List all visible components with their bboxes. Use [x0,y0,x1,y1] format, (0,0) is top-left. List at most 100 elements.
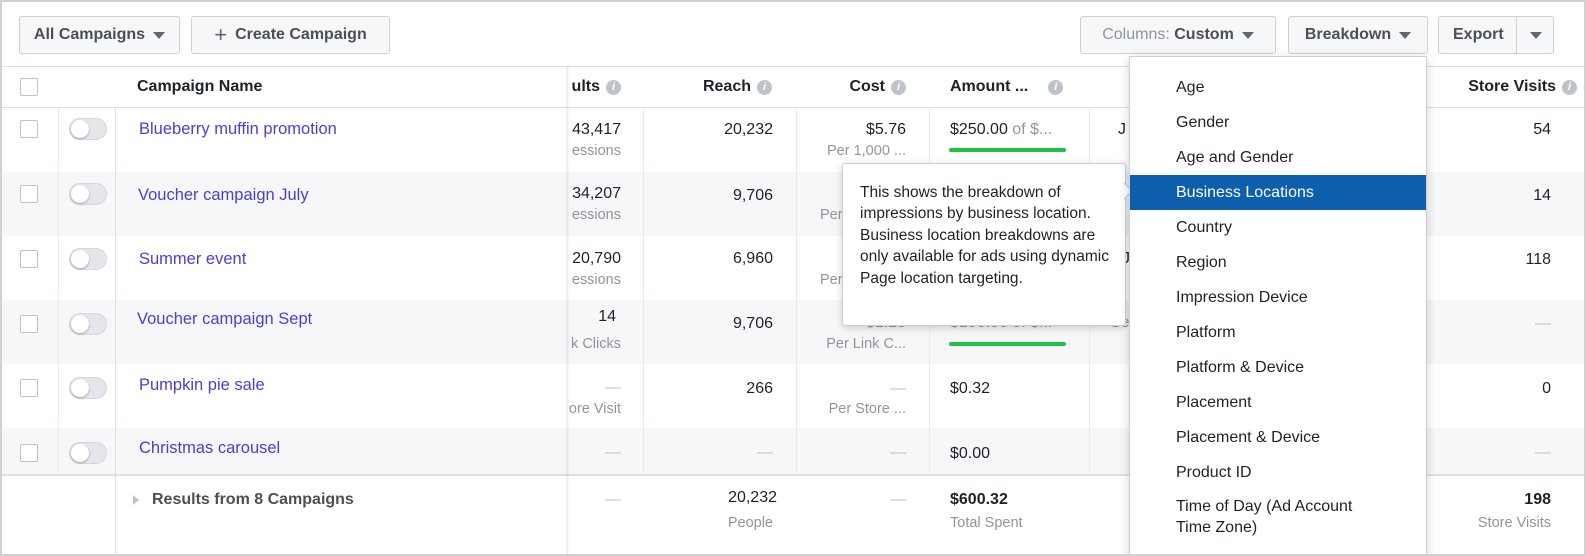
campaign-toggle[interactable] [69,377,107,399]
campaign-name-link[interactable]: Voucher campaign July [138,186,309,204]
toolbar: All Campaigns + Create Campaign Columns:… [2,2,1584,66]
info-icon[interactable]: i [606,79,621,95]
cell-reach: 20,232 [724,121,773,138]
campaign-toggle[interactable] [69,313,107,335]
menu-item-impression-device[interactable]: Impression Device [1176,288,1308,306]
row-checkbox[interactable] [20,185,38,203]
breakdown-label: Breakdown [1304,26,1392,43]
header-reach[interactable]: Reach i [652,67,772,107]
menu-item-age-and-gender[interactable]: Age and Gender [1176,148,1294,166]
info-icon[interactable]: i [757,79,772,95]
cell-cost-sub: Per [820,272,843,288]
cell-store-visits: — [1535,444,1551,461]
menu-item-placement[interactable]: Placement [1176,393,1252,411]
menu-item-age[interactable]: Age [1176,78,1205,96]
row-checkbox[interactable] [20,250,38,268]
cell-amount: $250.00 of $... [950,121,1053,138]
breakdown-dropdown[interactable]: Breakdown [1288,16,1428,54]
chevron-down-icon [153,31,166,39]
footer-cost: — [890,491,906,508]
cell-results-sub: k Clicks [571,336,621,352]
cell-results: 20,790 [572,250,621,267]
row-checkbox[interactable] [20,379,38,397]
cell-results-sub: essions [571,143,621,159]
campaign-name-link[interactable]: Pumpkin pie sale [139,376,265,394]
footer-store-visits-sub: Store Visits [1477,515,1551,531]
footer-results: — [605,491,621,508]
row-checkbox[interactable] [20,315,38,333]
menu-item-time-of-day[interactable]: Time of Day (Ad Account Time Zone) [1176,498,1353,536]
export-split-divider [1516,17,1517,53]
menu-item-country[interactable]: Country [1176,218,1233,236]
budget-progress-bar [949,342,1066,346]
campaign-toggle[interactable] [69,183,107,205]
cell-cost-sub: Per 1,000 ... [827,143,906,159]
campaign-toggle[interactable] [69,248,107,270]
breakdown-menu: None Age Gender Age and Gender Business … [1129,56,1427,554]
cell-cost: — [890,444,906,461]
chevron-right-icon[interactable] [133,495,139,505]
header-results[interactable]: ults i [568,67,621,107]
header-store-visits[interactable]: Store Visits i [1432,67,1577,107]
campaign-name-link[interactable]: Blueberry muffin promotion [139,120,337,138]
columns-value: Custom [1174,26,1234,43]
tooltip-arrow-inner [1123,183,1131,199]
row-checkbox[interactable] [20,444,38,462]
menu-item-placement-and-device[interactable]: Placement & Device [1176,428,1321,446]
menu-item-region[interactable]: Region [1176,253,1227,271]
cell-results-sub: essions [571,207,621,223]
chevron-down-icon[interactable] [1530,32,1542,39]
row-checkbox[interactable] [20,120,38,138]
menu-item-platform-and-device[interactable]: Platform & Device [1176,358,1305,376]
columns-dropdown[interactable]: Columns: Custom [1080,16,1276,54]
campaign-name-link[interactable]: Voucher campaign Sept [137,310,313,328]
info-icon[interactable]: i [891,79,906,95]
export-button[interactable]: Export [1438,16,1554,54]
footer-store-visits: 198 [1524,491,1551,508]
cell-extra: J [1122,250,1130,267]
header-cost[interactable]: Cost i [802,67,906,107]
budget-progress-bar [949,148,1066,152]
campaign-name-link[interactable]: Summer event [139,250,247,268]
cell-cost: $5.76 [865,121,906,138]
cell-store-visits: 0 [1542,380,1551,397]
all-campaigns-dropdown[interactable]: All Campaigns [19,16,180,54]
columns-label: Columns: [1102,26,1170,43]
cell-results: — [605,444,621,461]
menu-item-gender[interactable]: Gender [1176,113,1230,131]
cell-store-visits: 118 [1525,251,1551,268]
footer-amount: $600.32 [950,491,1008,508]
header-campaign-name[interactable]: Campaign Name [137,78,263,95]
header-amount[interactable]: Amount ... i [950,67,1064,107]
footer-amount-sub: Total Spent [950,515,1023,531]
menu-item-product-id[interactable]: Product ID [1176,463,1252,481]
menu-item-platform[interactable]: Platform [1176,323,1236,341]
cell-store-visits: — [1535,315,1551,332]
chevron-down-icon [1241,31,1254,39]
create-campaign-button[interactable]: + Create Campaign [191,16,390,54]
cell-results-sub: essions [571,272,621,288]
footer-reach: 20,232 [728,489,777,506]
plus-icon: + [214,22,228,47]
cell-store-visits: 14 [1533,187,1551,204]
cell-reach: — [757,444,773,461]
info-icon[interactable]: i [1048,79,1064,95]
info-icon[interactable]: i [1562,79,1577,95]
cell-amount: $0.32 [950,380,991,397]
cell-store-visits: 54 [1533,121,1551,138]
select-all-checkbox[interactable] [20,78,38,96]
tooltip-text: This shows the breakdown of impressions … [860,184,1109,287]
cell-extra: J [1118,121,1126,138]
breakdown-tooltip: This shows the breakdown of impressions … [842,163,1126,326]
menu-item-none[interactable]: None [1130,57,1426,70]
campaign-toggle[interactable] [69,442,107,464]
menu-item-business-locations[interactable]: Business Locations [1130,175,1426,210]
footer-reach-sub: People [727,515,773,531]
create-campaign-label: Create Campaign [235,26,367,43]
campaign-toggle[interactable] [69,118,107,140]
export-label: Export [1453,26,1504,43]
campaign-name-link[interactable]: Christmas carousel [139,439,281,457]
cell-results: 34,207 [572,185,621,202]
cell-reach: 9,706 [732,315,773,332]
